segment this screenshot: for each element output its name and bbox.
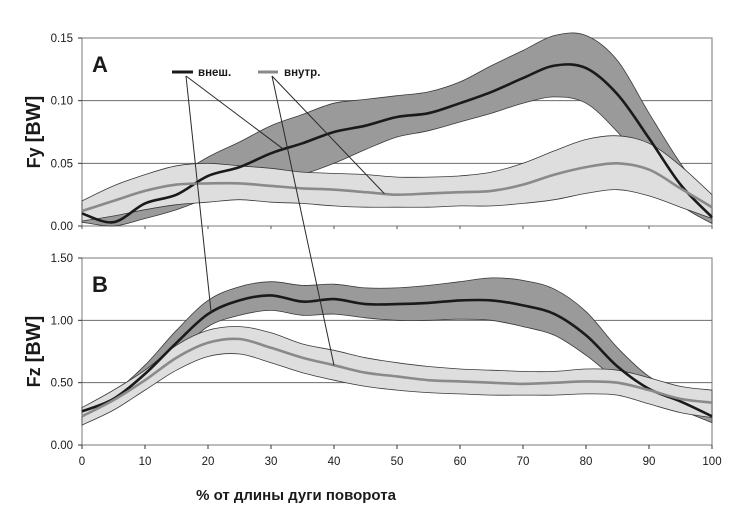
- legend-label-inner: внутр.: [284, 67, 320, 79]
- leader-outer-a: [185, 75, 284, 150]
- panel-b: 0.00 0.50 1.00 1.50 B Fz [BW] 0 10 20 30 40 50 60 70 8…: [23, 253, 722, 468]
- y-tick-label: 0.50: [51, 378, 73, 390]
- legend-label-outer: внеш.: [198, 67, 231, 79]
- x-tick-label: 70: [517, 456, 530, 468]
- x-tick-label: 0: [79, 456, 85, 468]
- leader-outer-b: [185, 75, 212, 313]
- y-tick-label: 1.00: [51, 315, 73, 327]
- mean-line-outer: [81, 63, 713, 224]
- legend: внеш. внутр.: [172, 67, 385, 366]
- y-axis-title-symbol: Fy: [24, 142, 44, 168]
- x-tick-label: 20: [202, 456, 215, 468]
- y-tick-label: 0.00: [51, 440, 73, 452]
- x-tick-label: 40: [328, 456, 341, 468]
- y-axis-title-unit: [BW]: [23, 316, 45, 363]
- x-tick-label: 100: [702, 456, 721, 468]
- panel-label: A: [92, 52, 108, 77]
- panel-a: 0.00 0.05 0.10 0.15 A Fy [BW]: [23, 32, 713, 233]
- mean-line-outer: [81, 294, 713, 418]
- mean-line-inner: [81, 161, 713, 213]
- y-tick-label: 0.10: [51, 96, 73, 108]
- mean-line-inner: [81, 337, 713, 418]
- leader-inner-b: [271, 75, 335, 366]
- y-tick-label: 0.05: [51, 158, 73, 170]
- y-tick-label: 0.00: [51, 221, 73, 233]
- x-tick-label: 90: [643, 456, 656, 468]
- panels-layer: 0.00 0.05 0.10 0.15 A Fy [BW] 0.00 0.50 1.00 1.50…: [23, 32, 722, 468]
- y-axis-title-symbol: Fz: [24, 362, 44, 387]
- x-tick-label: 60: [454, 456, 467, 468]
- x-tick-label: 80: [580, 456, 593, 468]
- x-axis-title: % от длины дуги поворота: [196, 487, 397, 504]
- y-tick-label: 0.15: [51, 33, 73, 45]
- panel-label: B: [92, 272, 108, 297]
- y-tick-label: 1.50: [51, 253, 73, 265]
- leader-inner-a: [271, 75, 385, 195]
- y-axis-title: Fz [BW]: [23, 316, 45, 388]
- band-inner: [81, 135, 713, 222]
- y-axis-title-unit: [BW]: [23, 96, 45, 143]
- y-axis-title: Fy [BW]: [23, 96, 45, 169]
- x-tick-label: 30: [265, 456, 278, 468]
- x-tick-label: 10: [139, 456, 152, 468]
- x-tick-label: 50: [391, 456, 404, 468]
